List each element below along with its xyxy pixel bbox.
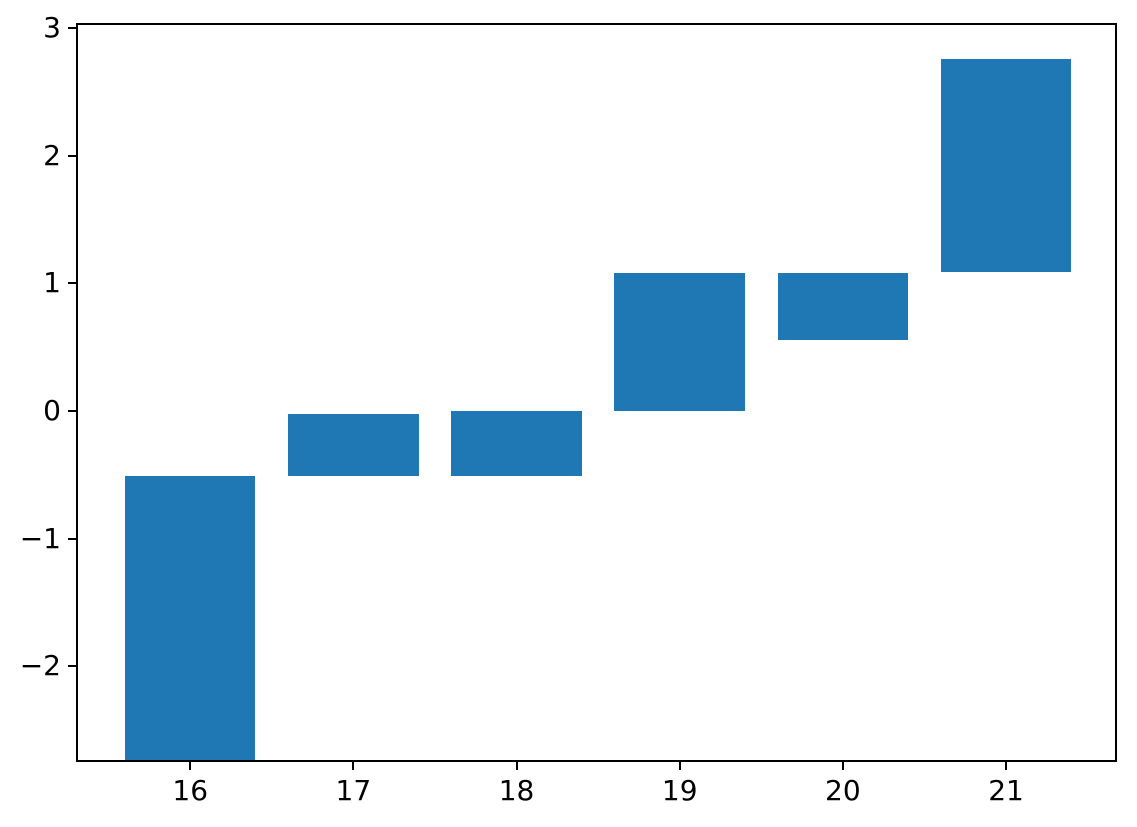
y-tick-label-3: 3 bbox=[43, 11, 61, 45]
y-tick-label-0: 0 bbox=[43, 394, 61, 427]
x-tick-label-18: 18 bbox=[498, 774, 535, 807]
y-tick-−1 bbox=[68, 537, 76, 540]
x-tick-label-20: 20 bbox=[825, 774, 861, 807]
x-tick-label-16: 16 bbox=[172, 774, 209, 807]
x-tick-19 bbox=[678, 762, 681, 770]
y-tick-0 bbox=[68, 410, 76, 412]
y-tick-3 bbox=[68, 27, 76, 30]
x-tick-16 bbox=[189, 762, 192, 770]
x-tick-label-17: 17 bbox=[335, 774, 372, 807]
y-tick-label-2: 2 bbox=[43, 138, 61, 172]
x-tick-label-21: 21 bbox=[988, 774, 1024, 807]
plot-area bbox=[76, 23, 1117, 762]
y-tick-label-−2: −2 bbox=[19, 649, 61, 683]
y-tick-1 bbox=[68, 282, 76, 285]
x-tick-17 bbox=[352, 762, 355, 770]
bar-x21 bbox=[940, 58, 1072, 272]
y-tick-label-−1: −1 bbox=[19, 521, 61, 555]
x-tick-label-19: 19 bbox=[661, 774, 698, 807]
bar-x20 bbox=[777, 273, 909, 340]
bar-x17 bbox=[288, 413, 419, 477]
bar-x18 bbox=[451, 411, 582, 477]
x-tick-20 bbox=[841, 762, 844, 770]
bar-x16 bbox=[124, 476, 256, 762]
y-tick-−2 bbox=[68, 665, 76, 668]
x-tick-21 bbox=[1005, 762, 1008, 770]
y-tick-2 bbox=[68, 154, 76, 157]
bar-x19 bbox=[614, 273, 745, 411]
y-tick-label-1: 1 bbox=[43, 266, 61, 300]
x-tick-18 bbox=[515, 762, 518, 770]
